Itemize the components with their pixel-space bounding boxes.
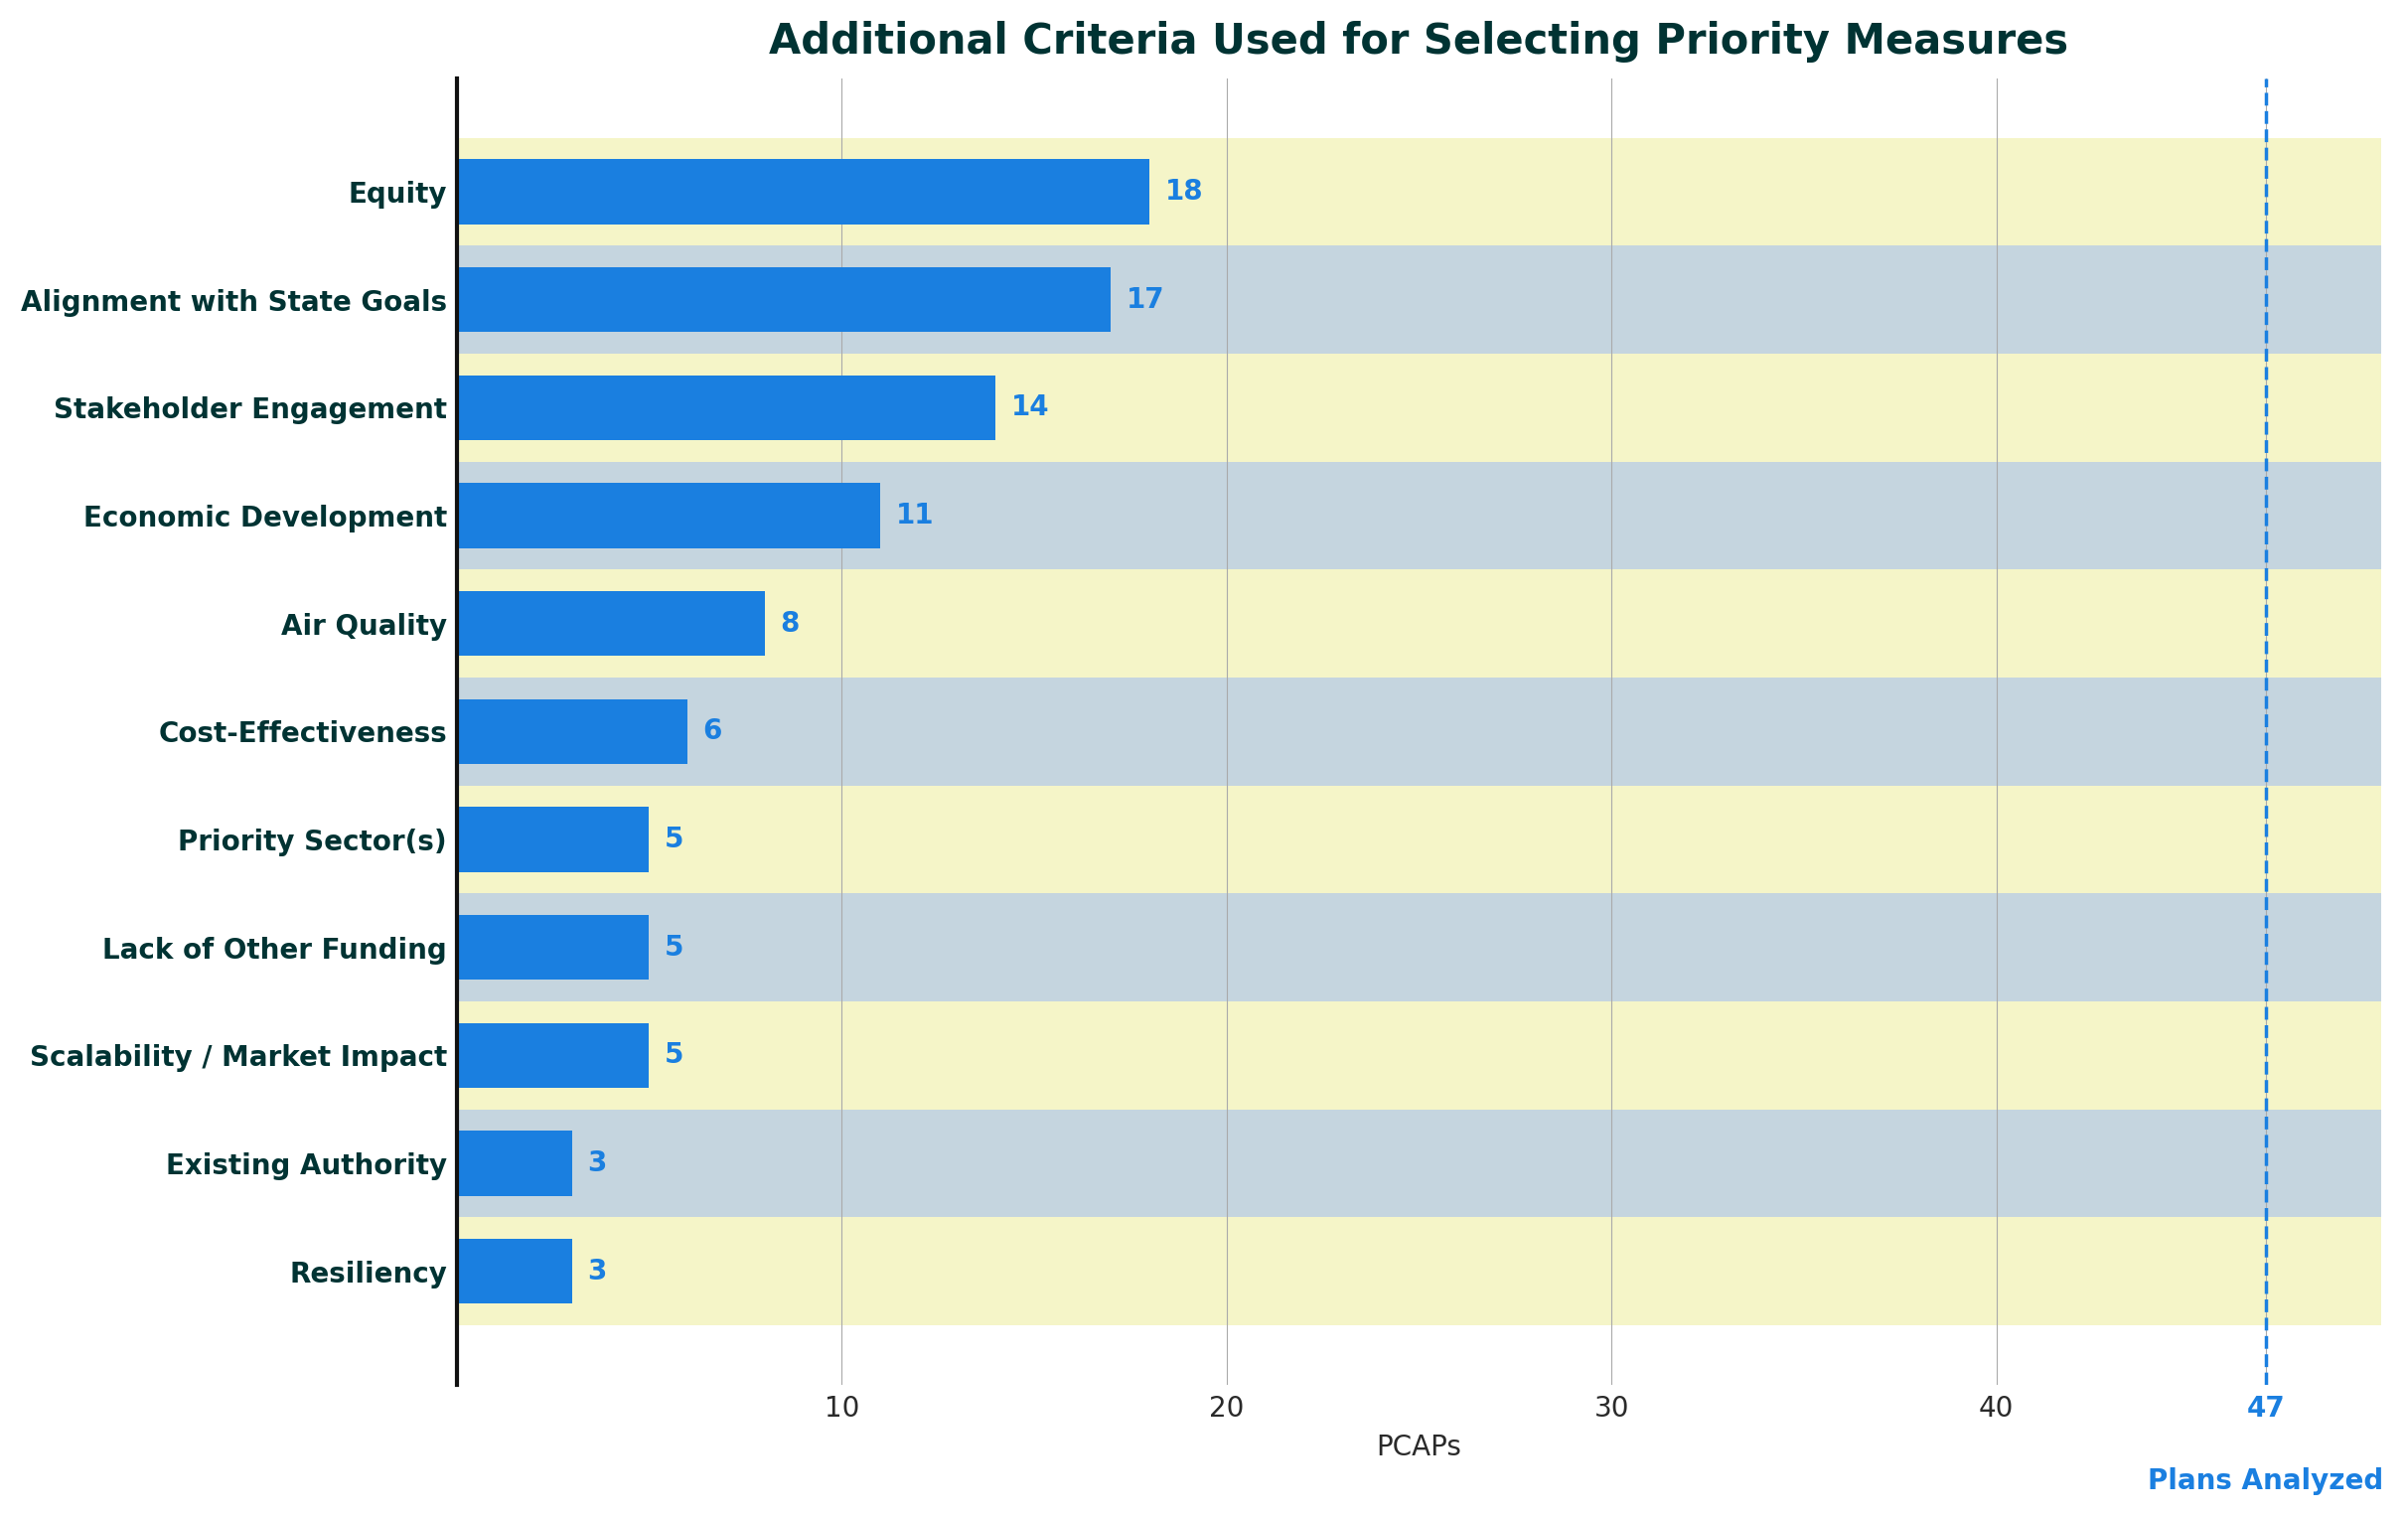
Bar: [458, 484, 879, 547]
Text: 5: 5: [665, 1041, 684, 1069]
Bar: [72, 785, 2408, 893]
Bar: [72, 461, 2408, 570]
Bar: [72, 678, 2408, 785]
Text: 5: 5: [665, 826, 684, 854]
Bar: [458, 1023, 650, 1088]
Bar: [458, 267, 1110, 332]
Text: 5: 5: [665, 934, 684, 961]
Bar: [72, 1110, 2408, 1217]
Text: Plans Analyzed: Plans Analyzed: [2148, 1467, 2384, 1495]
Text: 8: 8: [780, 609, 799, 637]
Bar: [72, 138, 2408, 246]
Bar: [72, 1002, 2408, 1110]
Bar: [458, 699, 689, 764]
Text: 14: 14: [1011, 394, 1050, 421]
Bar: [458, 1131, 573, 1196]
Bar: [458, 159, 1149, 224]
Text: 6: 6: [703, 717, 722, 746]
Bar: [72, 570, 2408, 678]
X-axis label: PCAPs: PCAPs: [1377, 1433, 1462, 1461]
Bar: [458, 591, 766, 656]
Text: 18: 18: [1165, 177, 1204, 206]
Text: 17: 17: [1127, 285, 1165, 314]
Bar: [458, 916, 650, 979]
Title: Additional Criteria Used for Selecting Priority Measures: Additional Criteria Used for Selecting P…: [768, 21, 2068, 62]
Bar: [72, 1217, 2408, 1325]
Bar: [458, 376, 995, 440]
Bar: [72, 353, 2408, 461]
Text: 3: 3: [588, 1149, 607, 1178]
Bar: [72, 246, 2408, 353]
Bar: [458, 1239, 573, 1304]
Bar: [72, 893, 2408, 1002]
Bar: [458, 807, 650, 872]
Text: 11: 11: [896, 502, 934, 529]
Text: 3: 3: [588, 1257, 607, 1286]
